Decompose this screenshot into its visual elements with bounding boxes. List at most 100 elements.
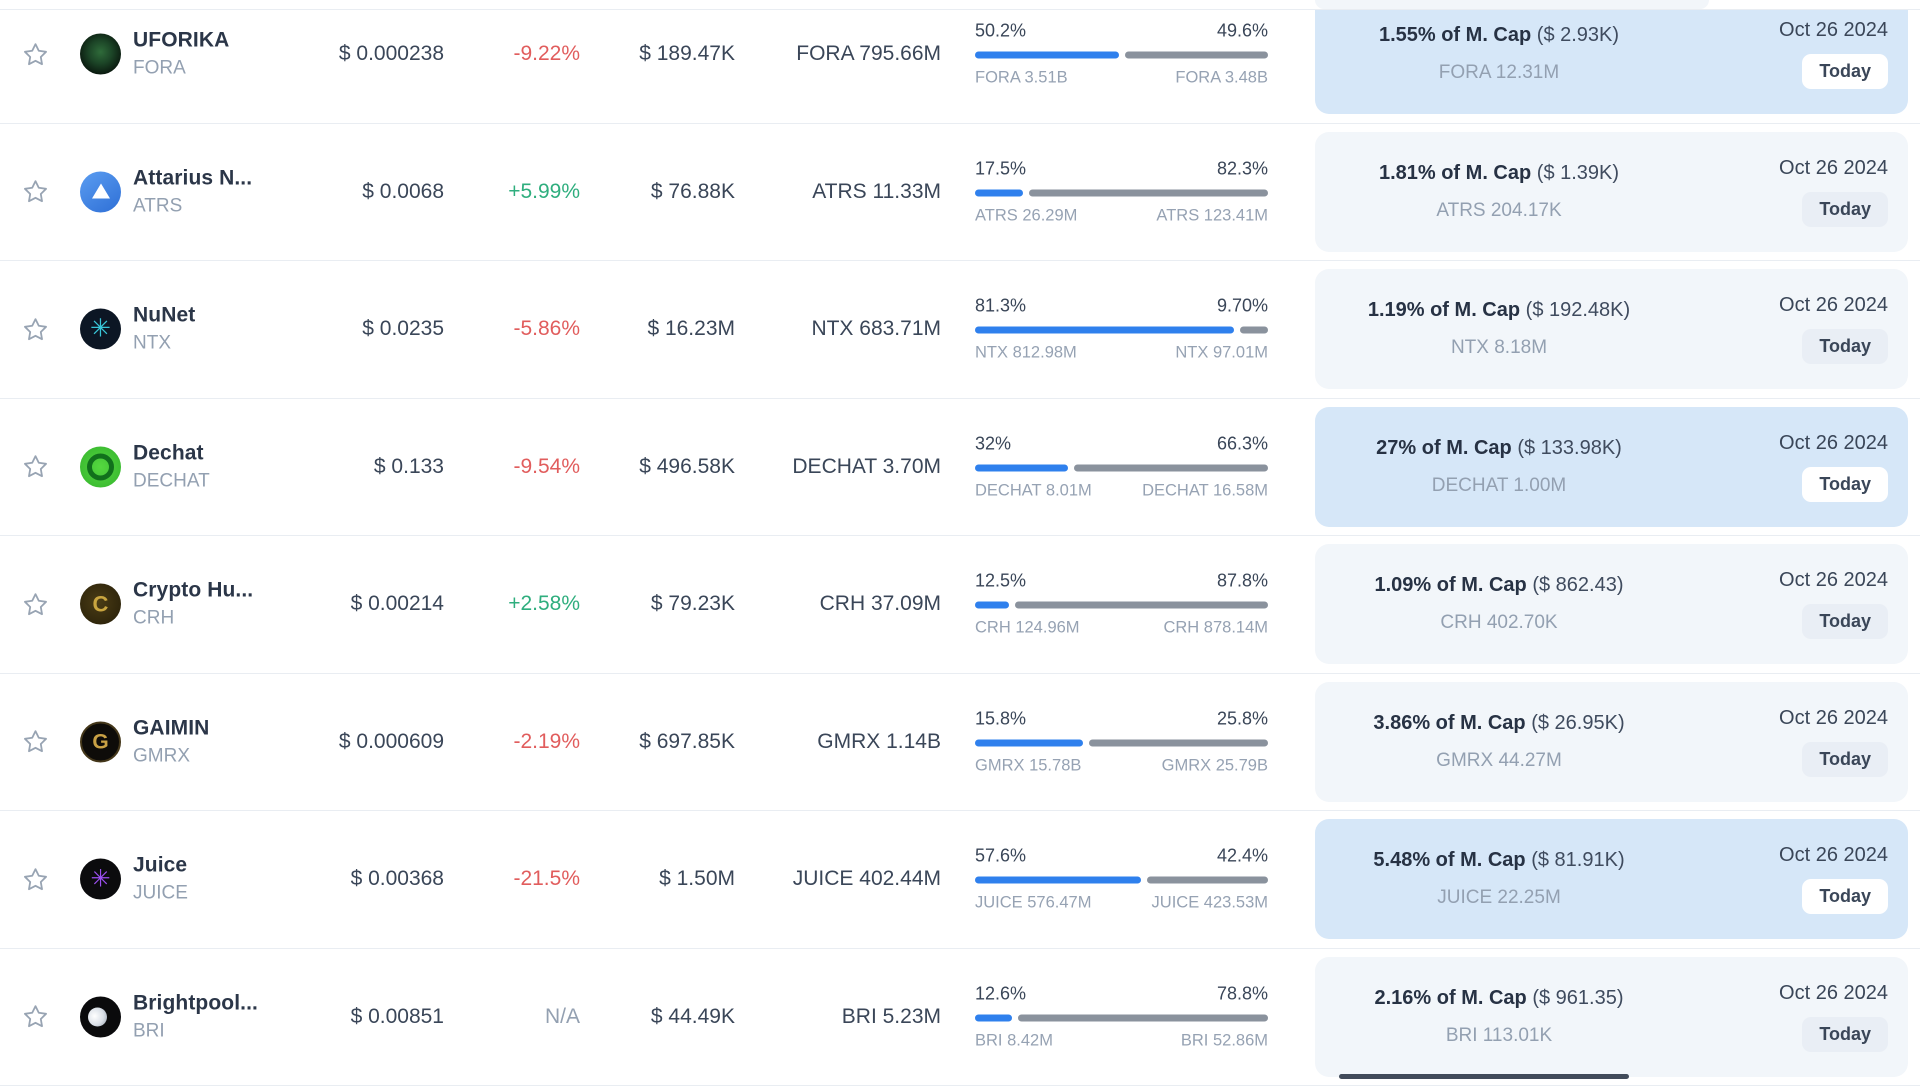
horizontal-scrollbar-thumb[interactable]: [1339, 1074, 1629, 1079]
favorite-star-icon[interactable]: [20, 177, 50, 207]
coin-identity[interactable]: Crypto Hu... CRH: [133, 579, 253, 630]
mcap-token-amount: ATRS 204.17K: [1436, 200, 1561, 222]
date-cell: Oct 26 2024 Today: [1779, 819, 1888, 939]
coin-identity[interactable]: UFORIKA FORA: [133, 29, 229, 80]
supply-cell: DECHAT 3.70M: [735, 455, 941, 479]
unlock-progress: 12.5% 87.8% CRH 124.96M CRH 878.14M: [975, 571, 1268, 638]
unlock-progress: 81.3% 9.70% NTX 812.98M NTX 97.01M: [975, 296, 1268, 363]
unlock-date: Oct 26 2024: [1779, 844, 1888, 867]
mcap-cell: 5.48% of M. Cap ($ 81.91K) JUICE 22.25M: [1315, 819, 1683, 939]
coin-name: UFORIKA: [133, 29, 229, 53]
coin-name: Dechat: [133, 441, 210, 465]
unlocked-percent: 15.8%: [975, 708, 1026, 729]
table-row[interactable]: ✳ NuNet NTX $ 0.0235 -5.86% $ 16.23M NTX…: [0, 261, 1920, 399]
mcap-usd: ($ 862.43): [1532, 574, 1623, 596]
row-divider: [0, 9, 1920, 10]
mcap-usd: ($ 1.39K): [1537, 162, 1619, 184]
favorite-star-icon[interactable]: [20, 1002, 50, 1032]
table-row[interactable]: C Crypto Hu... CRH $ 0.00214 +2.58% $ 79…: [0, 536, 1920, 674]
date-cell: Oct 26 2024 Today: [1779, 132, 1888, 252]
change-cell: N/A: [450, 1005, 580, 1029]
today-badge: Today: [1802, 1017, 1888, 1052]
locked-percent: 49.6%: [1217, 21, 1268, 42]
locked-amount: NTX 97.01M: [1175, 344, 1268, 363]
next-unlock-panel: 1.81% of M. Cap ($ 1.39K) ATRS 204.17K O…: [1315, 132, 1908, 252]
coin-identity[interactable]: Juice JUICE: [133, 854, 188, 905]
table-row[interactable]: G GAIMIN GMRX $ 0.000609 -2.19% $ 697.85…: [0, 674, 1920, 812]
table-row[interactable]: Attarius N... ATRS $ 0.0068 +5.99% $ 76.…: [0, 124, 1920, 262]
supply-cell: NTX 683.71M: [735, 317, 941, 341]
unlock-date: Oct 26 2024: [1779, 707, 1888, 730]
unlocked-amount: JUICE 576.47M: [975, 894, 1091, 913]
locked-amount: JUICE 423.53M: [1152, 894, 1268, 913]
volume-cell: $ 1.50M: [585, 867, 735, 891]
progress-bar: [975, 52, 1268, 59]
unlocked-percent: 57.6%: [975, 846, 1026, 867]
unlock-progress: 57.6% 42.4% JUICE 576.47M JUICE 423.53M: [975, 846, 1268, 913]
mcap-cell: 1.81% of M. Cap ($ 1.39K) ATRS 204.17K: [1315, 132, 1683, 252]
unlock-date: Oct 26 2024: [1779, 982, 1888, 1005]
progress-bar-rest: [1015, 602, 1268, 609]
locked-amount: DECHAT 16.58M: [1142, 481, 1268, 500]
favorite-star-icon[interactable]: [20, 314, 50, 344]
next-unlock-panel: 1.09% of M. Cap ($ 862.43) CRH 402.70K O…: [1315, 544, 1908, 664]
supply-cell: JUICE 402.44M: [735, 867, 941, 891]
supply-cell: GMRX 1.14B: [735, 730, 941, 754]
mcap-cell: 27% of M. Cap ($ 133.98K) DECHAT 1.00M: [1315, 407, 1683, 527]
favorite-star-icon[interactable]: [20, 864, 50, 894]
nunet-coin-icon: ✳: [80, 309, 121, 350]
favorite-star-icon[interactable]: [20, 727, 50, 757]
price-cell: $ 0.133: [260, 455, 444, 479]
coin-identity[interactable]: GAIMIN GMRX: [133, 716, 209, 767]
coin-identity[interactable]: Dechat DECHAT: [133, 441, 210, 492]
price-cell: $ 0.00368: [260, 867, 444, 891]
price-cell: $ 0.00851: [260, 1005, 444, 1029]
favorite-star-icon[interactable]: [20, 452, 50, 482]
mcap-token-amount: CRH 402.70K: [1440, 612, 1557, 634]
date-cell: Oct 26 2024 Today: [1779, 544, 1888, 664]
mcap-token-amount: JUICE 22.25M: [1437, 887, 1561, 909]
today-badge: Today: [1802, 742, 1888, 777]
mcap-percent: 1.81% of M. Cap: [1379, 162, 1531, 184]
locked-percent: 66.3%: [1217, 433, 1268, 454]
date-cell: Oct 26 2024 Today: [1779, 407, 1888, 527]
today-badge: Today: [1802, 329, 1888, 364]
table-row[interactable]: Dechat DECHAT $ 0.133 -9.54% $ 496.58K D…: [0, 399, 1920, 537]
next-unlock-panel: 2.16% of M. Cap ($ 961.35) BRI 113.01K O…: [1315, 957, 1908, 1077]
volume-cell: $ 189.47K: [585, 42, 735, 66]
progress-bar-rest: [1074, 464, 1268, 471]
progress-bar-rest: [1240, 327, 1268, 334]
mcap-percent: 3.86% of M. Cap: [1373, 712, 1525, 734]
progress-bar-rest: [1125, 52, 1268, 59]
price-cell: $ 0.00214: [260, 592, 444, 616]
juice-coin-icon: ✳: [80, 859, 121, 900]
mcap-cell: 2.16% of M. Cap ($ 961.35) BRI 113.01K: [1315, 957, 1683, 1077]
coin-identity[interactable]: Brightpool... BRI: [133, 991, 258, 1042]
progress-bar: [975, 327, 1268, 334]
coin-identity[interactable]: Attarius N... ATRS: [133, 166, 252, 217]
date-cell: Oct 26 2024 Today: [1779, 0, 1888, 114]
unlock-progress: 17.5% 82.3% ATRS 26.29M ATRS 123.41M: [975, 158, 1268, 225]
table-row[interactable]: Brightpool... BRI $ 0.00851 N/A $ 44.49K…: [0, 949, 1920, 1086]
coin-name: Crypto Hu...: [133, 579, 253, 603]
progress-bar-rest: [1029, 189, 1268, 196]
mcap-percent: 27% of M. Cap: [1376, 437, 1512, 459]
gaimin-coin-icon: G: [80, 721, 121, 762]
locked-percent: 87.8%: [1217, 571, 1268, 592]
unlock-progress: 15.8% 25.8% GMRX 15.78B GMRX 25.79B: [975, 708, 1268, 775]
progress-bar: [975, 464, 1268, 471]
volume-cell: $ 44.49K: [585, 1005, 735, 1029]
unlocked-percent: 12.6%: [975, 983, 1026, 1004]
unlocked-percent: 12.5%: [975, 571, 1026, 592]
favorite-star-icon[interactable]: [20, 589, 50, 619]
change-cell: -21.5%: [450, 867, 580, 891]
table-row[interactable]: UFORIKA FORA $ 0.000238 -9.22% $ 189.47K…: [0, 0, 1920, 124]
table-row[interactable]: ✳ Juice JUICE $ 0.00368 -21.5% $ 1.50M J…: [0, 811, 1920, 949]
progress-bar-fill: [975, 739, 1083, 746]
coin-name: Attarius N...: [133, 166, 252, 190]
mcap-percent: 1.09% of M. Cap: [1375, 574, 1527, 596]
favorite-star-icon[interactable]: [20, 39, 50, 69]
coin-identity[interactable]: NuNet NTX: [133, 304, 195, 355]
